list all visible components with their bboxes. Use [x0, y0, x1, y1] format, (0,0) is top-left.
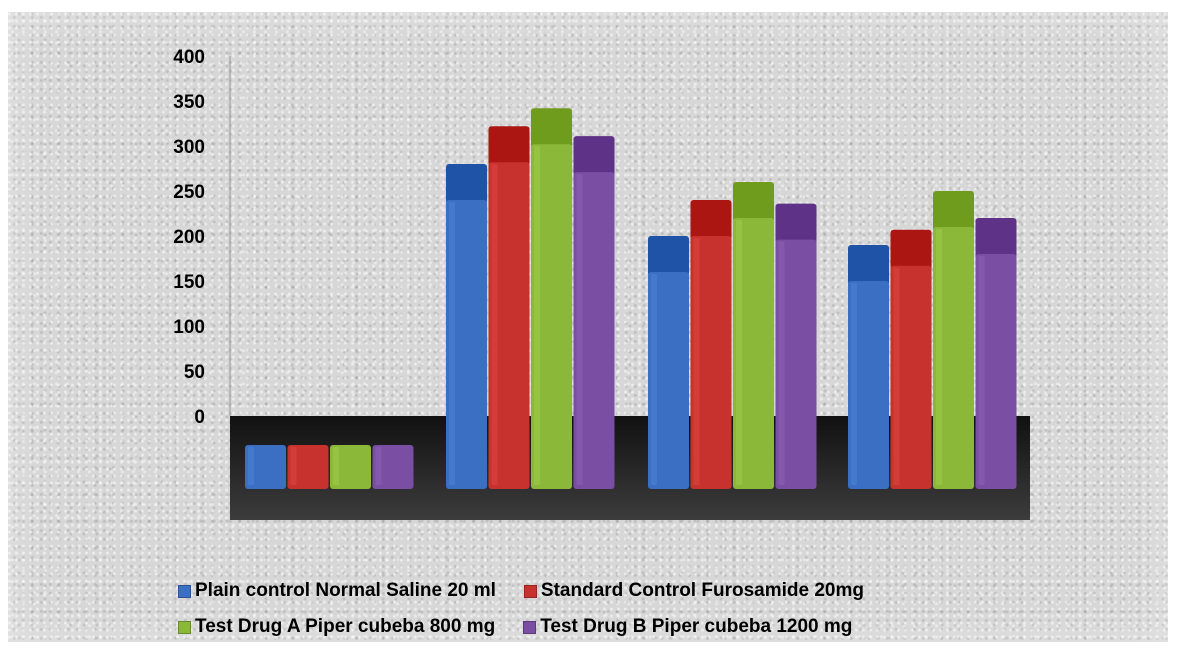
bar-s0-g3 — [848, 281, 889, 489]
bar-highlight-s1-g2 — [693, 238, 700, 485]
bar-top-s1-g2 — [690, 200, 732, 240]
legend-label-furosamide: Standard Control Furosamide 20mg — [540, 580, 864, 601]
bar-top-s3-g1 — [573, 136, 615, 177]
y-tick-label-150: 150 — [173, 272, 205, 293]
bar-highlight-s0-g0 — [248, 447, 254, 485]
bar-top-s0-g3 — [848, 245, 889, 285]
bar-s3-g2 — [775, 239, 817, 489]
bar-s0-g1 — [446, 200, 487, 489]
legend-swatch-drug-b — [523, 620, 537, 634]
y-tick-label-250: 250 — [173, 182, 205, 203]
y-tick-label-350: 350 — [173, 92, 205, 113]
y-tick-label-200: 200 — [173, 227, 205, 248]
bar-highlight-s2-g1 — [534, 146, 540, 485]
bar-top-s0-g2 — [648, 236, 689, 276]
legend-label-drug-b: Test Drug B Piper cubeba 1200 mg — [540, 616, 853, 637]
bar-top-s3-g2 — [775, 203, 817, 244]
y-tick-label-300: 300 — [173, 137, 205, 158]
legend-label-saline: Plain control Normal Saline 20 ml — [195, 580, 496, 601]
bar-highlight-s3-g1 — [576, 174, 583, 485]
bar-s2-g1 — [531, 144, 572, 489]
bar-s3-g0 — [372, 445, 414, 489]
legend-swatch-drug-a — [178, 620, 191, 634]
bar-s0-g0 — [245, 445, 286, 489]
bar-top-s2-g2 — [733, 182, 774, 222]
bar-highlight-s1-g0 — [290, 447, 297, 485]
bar-highlight-s0-g2 — [651, 274, 657, 485]
bar-highlight-s0-g3 — [851, 283, 857, 485]
bar-s0-g2 — [648, 272, 689, 489]
legend-item-drug-a: Test Drug A Piper cubeba 800 mg — [178, 616, 495, 638]
legend-item-drug-b: Test Drug B Piper cubeba 1200 mg — [523, 616, 852, 638]
legend-swatch-furosamide — [523, 584, 537, 598]
bar-s1-g3 — [890, 265, 932, 489]
bar-highlight-s1-g3 — [893, 267, 900, 485]
bar-highlight-s3-g3 — [978, 256, 985, 485]
bar-top-s1-g3 — [890, 229, 932, 270]
bar-s2-g3 — [933, 227, 974, 489]
y-tick-label-0: 0 — [194, 407, 205, 428]
bar-highlight-s1-g1 — [491, 164, 498, 485]
chart-legend: Plain control Normal Saline 20 ml Standa… — [178, 580, 1058, 652]
bar-top-s3-g3 — [975, 218, 1017, 258]
bar-s3-g3 — [975, 254, 1017, 489]
legend-row-1: Plain control Normal Saline 20 ml Standa… — [178, 580, 1058, 602]
bar-top-s2-g3 — [933, 191, 974, 231]
bar-s3-g1 — [573, 172, 615, 489]
y-tick-label-50: 50 — [184, 362, 205, 383]
bar-top-s0-g1 — [446, 164, 487, 204]
y-tick-label-400: 400 — [173, 47, 205, 68]
bar-top-s2-g1 — [531, 108, 572, 149]
legend-row-2: Test Drug A Piper cubeba 800 mg Test Dru… — [178, 616, 1058, 638]
bar-s1-g2 — [690, 236, 732, 489]
bar-s1-g0 — [287, 445, 329, 489]
bar-highlight-s2-g3 — [936, 229, 942, 485]
y-tick-label-100: 100 — [173, 317, 205, 338]
bar-s1-g1 — [488, 162, 530, 489]
bar-highlight-s0-g1 — [449, 202, 455, 485]
bar-highlight-s3-g2 — [778, 241, 785, 485]
legend-label-drug-a: Test Drug A Piper cubeba 800 mg — [195, 616, 496, 637]
legend-item-furosamide: Standard Control Furosamide 20mg — [523, 580, 864, 602]
legend-swatch-saline — [178, 584, 191, 598]
bar-s2-g2 — [733, 218, 774, 489]
bar-s2-g0 — [330, 445, 371, 489]
bar-highlight-s2-g0 — [333, 447, 339, 485]
legend-item-saline: Plain control Normal Saline 20 ml — [178, 580, 496, 602]
bar-highlight-s3-g0 — [375, 447, 382, 485]
bar-top-s1-g1 — [488, 126, 530, 167]
bar-highlight-s2-g2 — [736, 220, 742, 485]
